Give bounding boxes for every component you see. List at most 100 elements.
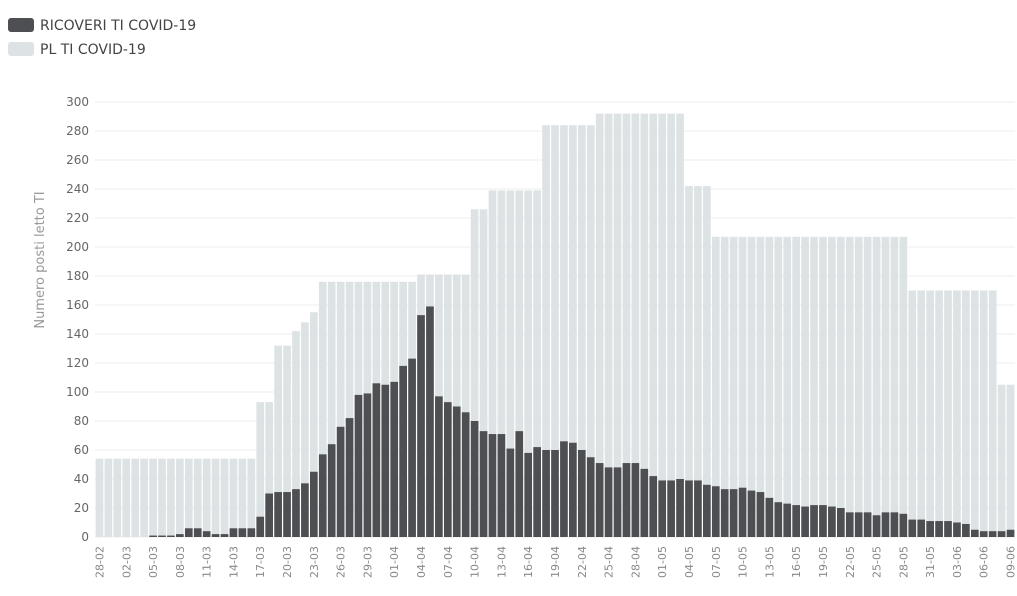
bar (149, 458, 157, 537)
bar (202, 458, 211, 537)
bar (533, 190, 541, 537)
bar (104, 458, 113, 537)
x-tick-label: 11-03 (201, 546, 214, 578)
bar (729, 489, 738, 537)
bar (220, 458, 229, 537)
bar (622, 463, 631, 537)
bar (229, 528, 238, 537)
bar (595, 113, 604, 537)
bar (470, 209, 479, 538)
bar (649, 113, 658, 537)
bar (461, 274, 470, 537)
bar (979, 290, 988, 537)
x-tick-label: 22-05 (844, 546, 857, 578)
bar (747, 236, 756, 537)
bar (238, 528, 247, 537)
y-tick-label: 300 (66, 95, 89, 109)
x-tick-label: 28-02 (93, 546, 106, 578)
x-tick-label: 04-05 (683, 546, 696, 578)
bar (524, 452, 533, 537)
bar (301, 483, 309, 537)
bar (613, 467, 622, 537)
bar (631, 113, 640, 537)
x-tick-label: 19-05 (817, 546, 830, 578)
bar (345, 281, 354, 537)
bar (890, 512, 899, 537)
x-tick-label: 16-05 (790, 546, 803, 578)
bar (202, 531, 211, 537)
x-tick-label: 22-04 (576, 546, 589, 578)
bar (747, 490, 756, 537)
bar (497, 190, 506, 537)
bar (176, 458, 184, 537)
y-tick-label: 0 (81, 530, 89, 544)
bar (935, 521, 943, 537)
bar (1006, 529, 1015, 537)
bar (569, 442, 577, 537)
bar (283, 345, 291, 537)
bar (158, 458, 166, 537)
bar (765, 497, 774, 537)
bar (256, 402, 265, 537)
bar (845, 512, 854, 537)
y-tick-label: 100 (66, 385, 89, 399)
bar (176, 534, 184, 537)
bar (229, 458, 238, 537)
bar (756, 236, 765, 537)
bar (917, 519, 926, 537)
bar (908, 519, 917, 537)
bar (506, 448, 515, 537)
x-tick-label: 05-03 (147, 546, 160, 578)
bar (774, 502, 783, 537)
bar (301, 322, 309, 537)
bar (988, 531, 997, 537)
x-tick-label: 28-05 (897, 546, 910, 578)
bar (417, 315, 425, 537)
x-tick-label: 26-03 (335, 546, 348, 578)
bar (792, 505, 801, 537)
bar (560, 125, 568, 537)
bar (711, 486, 720, 537)
y-tick-label: 40 (74, 472, 89, 486)
y-tick-label: 160 (66, 298, 89, 312)
bar (327, 444, 336, 537)
x-tick-label: 07-04 (442, 546, 455, 578)
bar (524, 190, 533, 537)
bar (470, 421, 479, 537)
bar (970, 290, 979, 537)
x-tick-label: 17-03 (254, 546, 267, 578)
bar (1006, 384, 1015, 537)
bar (926, 521, 934, 537)
bar (908, 290, 917, 537)
bar (184, 458, 193, 537)
bar (220, 534, 229, 537)
bar (685, 186, 693, 537)
bar (452, 274, 461, 537)
bar (452, 406, 461, 537)
x-tick-label: 25-05 (871, 546, 884, 578)
bar (810, 236, 818, 537)
bar (899, 513, 908, 537)
y-tick-label: 20 (74, 501, 89, 515)
bar (184, 528, 193, 537)
bar (381, 384, 390, 537)
legend-label: PL TI COVID-19 (40, 42, 146, 58)
bar (408, 358, 416, 537)
bar (265, 402, 274, 537)
bar (586, 457, 595, 537)
bar (292, 331, 300, 537)
bar (765, 236, 774, 537)
bar (836, 508, 845, 537)
y-tick-label: 260 (66, 153, 89, 167)
bar (988, 290, 997, 537)
bar (551, 450, 559, 537)
bar (863, 236, 872, 537)
x-tick-label: 28-04 (629, 546, 642, 578)
bar (515, 431, 524, 537)
bar (336, 426, 345, 537)
y-tick-label: 80 (74, 414, 89, 428)
bar (604, 467, 613, 537)
bar (345, 418, 354, 537)
x-tick-label: 20-03 (281, 546, 294, 578)
bar (729, 236, 738, 537)
